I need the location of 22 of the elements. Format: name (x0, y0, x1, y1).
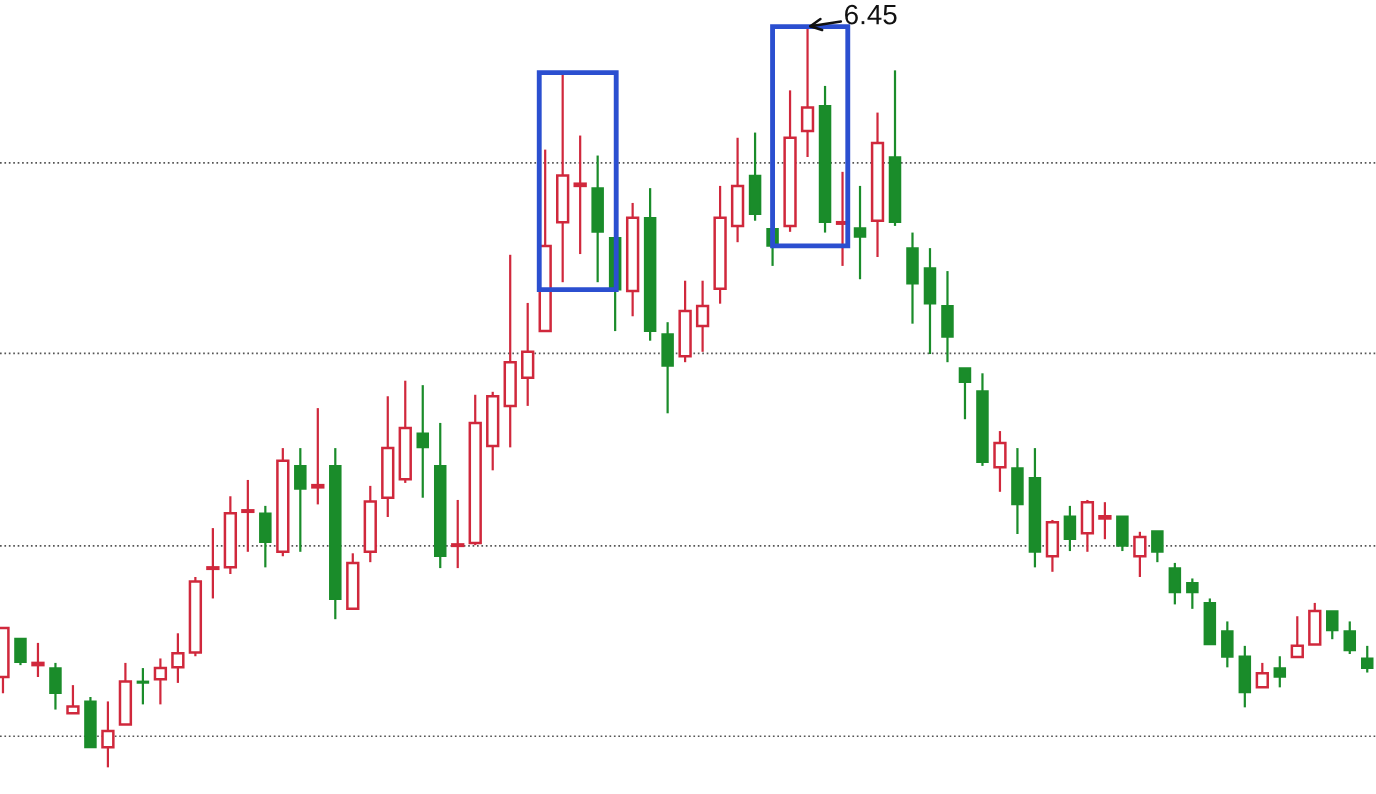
candlestick (1011, 447, 1024, 536)
candlestick (521, 301, 535, 407)
candlestick (503, 253, 517, 449)
candlestick (451, 498, 465, 570)
candlestick (416, 384, 430, 499)
candlestick (573, 134, 587, 256)
text: 6.45 (845, 4, 897, 25)
candlestick (976, 372, 989, 467)
candlestick (870, 111, 885, 259)
candlestick (241, 478, 255, 553)
candlestick (906, 231, 919, 325)
candlestick (853, 184, 867, 281)
candlestick (49, 661, 62, 711)
candlestick (206, 526, 220, 600)
candlestick (153, 657, 168, 706)
candlestick (381, 395, 395, 519)
candlestick (923, 247, 937, 356)
candlestick (941, 269, 954, 364)
candlestick (591, 154, 604, 284)
candlestick (730, 136, 745, 244)
candlestick (695, 279, 710, 353)
candlestick (101, 700, 115, 769)
